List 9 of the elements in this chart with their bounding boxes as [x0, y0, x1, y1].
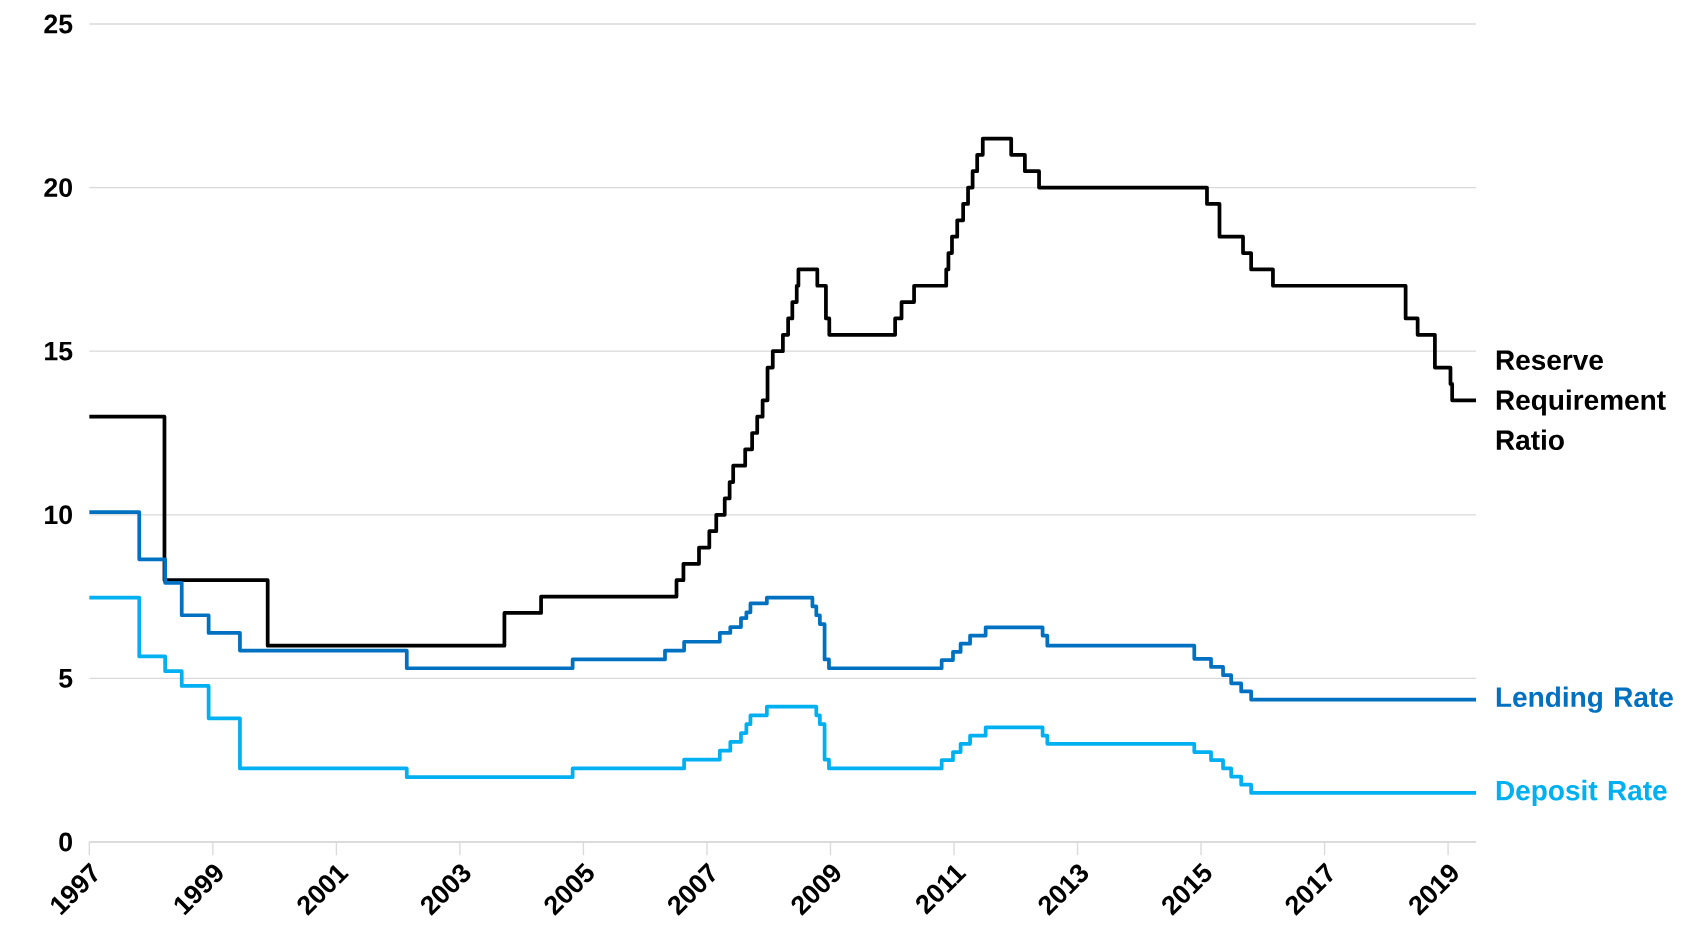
y-tick-label: 5: [59, 669, 73, 688]
series-label: Deposit Rate: [1496, 779, 1667, 806]
y-tick-label: 25: [44, 14, 73, 34]
y-tick-label: 0: [59, 832, 72, 852]
y-tick-label: 15: [45, 341, 73, 361]
y-tick-label: 10: [45, 505, 72, 525]
y-tick-label: 20: [44, 178, 72, 198]
series-label: Lending Rate: [1496, 686, 1673, 713]
series-label: Reserve Requirement Ratio: [1496, 350, 1666, 451]
